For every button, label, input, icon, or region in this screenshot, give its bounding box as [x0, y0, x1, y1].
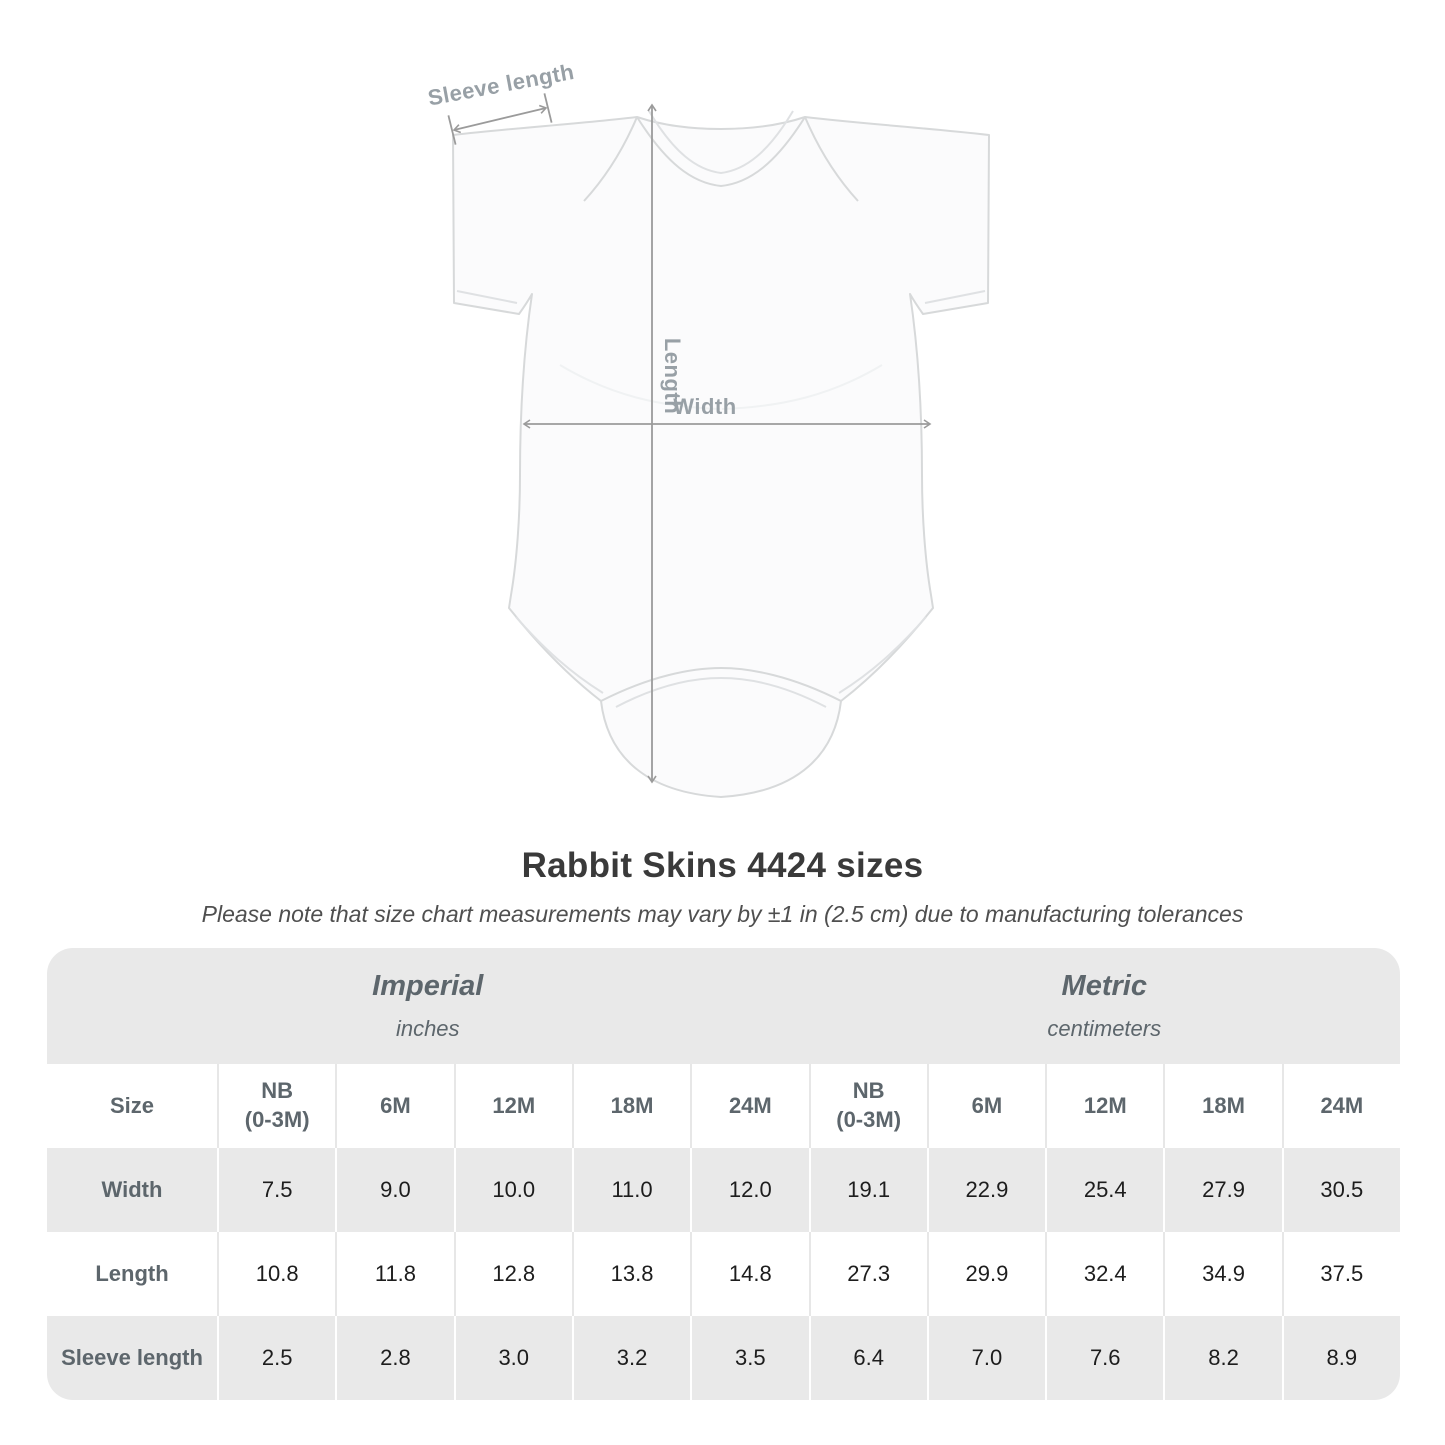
imperial-unit: inches: [395, 1016, 460, 1041]
length-value: 11.8: [335, 1232, 453, 1316]
col-header-6m-metric: 6M: [926, 1064, 1045, 1148]
width-value: 22.9: [926, 1148, 1045, 1232]
width-value: 9.0: [335, 1148, 453, 1232]
col-header-12m-metric: 12M: [1045, 1064, 1163, 1148]
col-header-18m-imperial: 18M: [571, 1064, 690, 1148]
col-header-6m-imperial: 6M: [335, 1064, 453, 1148]
sleeve-length-arrow: [452, 104, 548, 134]
sleeve-length-value: 3.2: [571, 1316, 690, 1400]
table-row-sleeve-length: Sleeve length 2.5 2.8 3.0 3.2 3.5 6.4 7.…: [47, 1316, 1400, 1400]
width-annotation: Width: [673, 394, 737, 419]
row-label-width: Width: [101, 1177, 163, 1202]
length-value: 10.8: [217, 1232, 335, 1316]
infant-bodysuit-shape: [452, 110, 990, 798]
length-value: 27.3: [808, 1232, 927, 1316]
length-value: 34.9: [1163, 1232, 1281, 1316]
width-value: 27.9: [1163, 1148, 1281, 1232]
width-value: 30.5: [1281, 1148, 1400, 1232]
sleeve-length-value: 8.2: [1163, 1316, 1281, 1400]
sleeve-length-value: 3.0: [453, 1316, 572, 1400]
width-value: 10.0: [453, 1148, 572, 1232]
size-column-header: Size: [109, 1093, 155, 1118]
width-value: 25.4: [1045, 1148, 1163, 1232]
width-value: 11.0: [571, 1148, 690, 1232]
imperial-label: Imperial: [372, 970, 484, 1002]
page-subtitle: Please note that size chart measurements…: [201, 901, 1244, 927]
width-value: 12.0: [690, 1148, 808, 1232]
width-value: 19.1: [808, 1148, 927, 1232]
col-header-18m-metric: 18M: [1163, 1064, 1281, 1148]
width-value: 7.5: [217, 1148, 335, 1232]
col-header-24m-metric: 24M: [1281, 1064, 1400, 1148]
sleeve-length-value: 7.0: [926, 1316, 1045, 1400]
length-value: 37.5: [1281, 1232, 1400, 1316]
bodysuit-figure: Sleeve length Length Width: [426, 59, 990, 798]
length-value: 32.4: [1045, 1232, 1163, 1316]
sleeve-length-value: 2.8: [335, 1316, 453, 1400]
length-value: 14.8: [690, 1232, 808, 1316]
metric-group-header: Metric centimeters: [809, 948, 1401, 1064]
sleeve-length-value: 8.9: [1281, 1316, 1400, 1400]
sleeve-arrow-tick-right: [543, 93, 553, 123]
row-label-length: Length: [95, 1261, 169, 1286]
table-row-length: Length 10.8 11.8 12.8 13.8 14.8 27.3 29.…: [47, 1232, 1400, 1316]
sleeve-length-value: 7.6: [1045, 1316, 1163, 1400]
length-value: 29.9: [926, 1232, 1045, 1316]
unit-group-row: Imperial inches Metric centimeters: [47, 948, 1400, 1064]
col-header-12m-imperial: 12M: [453, 1064, 572, 1148]
size-table: Imperial inches Metric centimeters Size …: [47, 948, 1400, 1400]
row-label-sleeve-length: Sleeve length: [61, 1345, 203, 1370]
imperial-group-header: Imperial inches: [47, 948, 809, 1064]
metric-label: Metric: [1061, 970, 1147, 1002]
metric-unit: centimeters: [1047, 1016, 1162, 1041]
sleeve-length-value: 3.5: [690, 1316, 808, 1400]
sleeve-length-value: 6.4: [808, 1316, 927, 1400]
column-header-row: Size NB (0-3M) 6M 12M 18M 24M NB (0-3M) …: [47, 1064, 1400, 1148]
length-value: 13.8: [571, 1232, 690, 1316]
measurement-arrows: [447, 93, 932, 784]
table-row-width: Width 7.5 9.0 10.0 11.0 12.0 19.1 22.9 2…: [47, 1148, 1400, 1232]
page-title: Rabbit Skins 4424 sizes: [521, 846, 924, 885]
col-header-nb-imperial: NB (0-3M): [217, 1064, 335, 1148]
bodysuit-illustration: [447, 93, 990, 798]
sleeve-length-value: 2.5: [217, 1316, 335, 1400]
col-header-nb-metric: NB (0-3M): [808, 1064, 927, 1148]
sleeve-arrow-tick-left: [447, 115, 457, 145]
length-value: 12.8: [453, 1232, 572, 1316]
col-header-24m-imperial: 24M: [690, 1064, 808, 1148]
